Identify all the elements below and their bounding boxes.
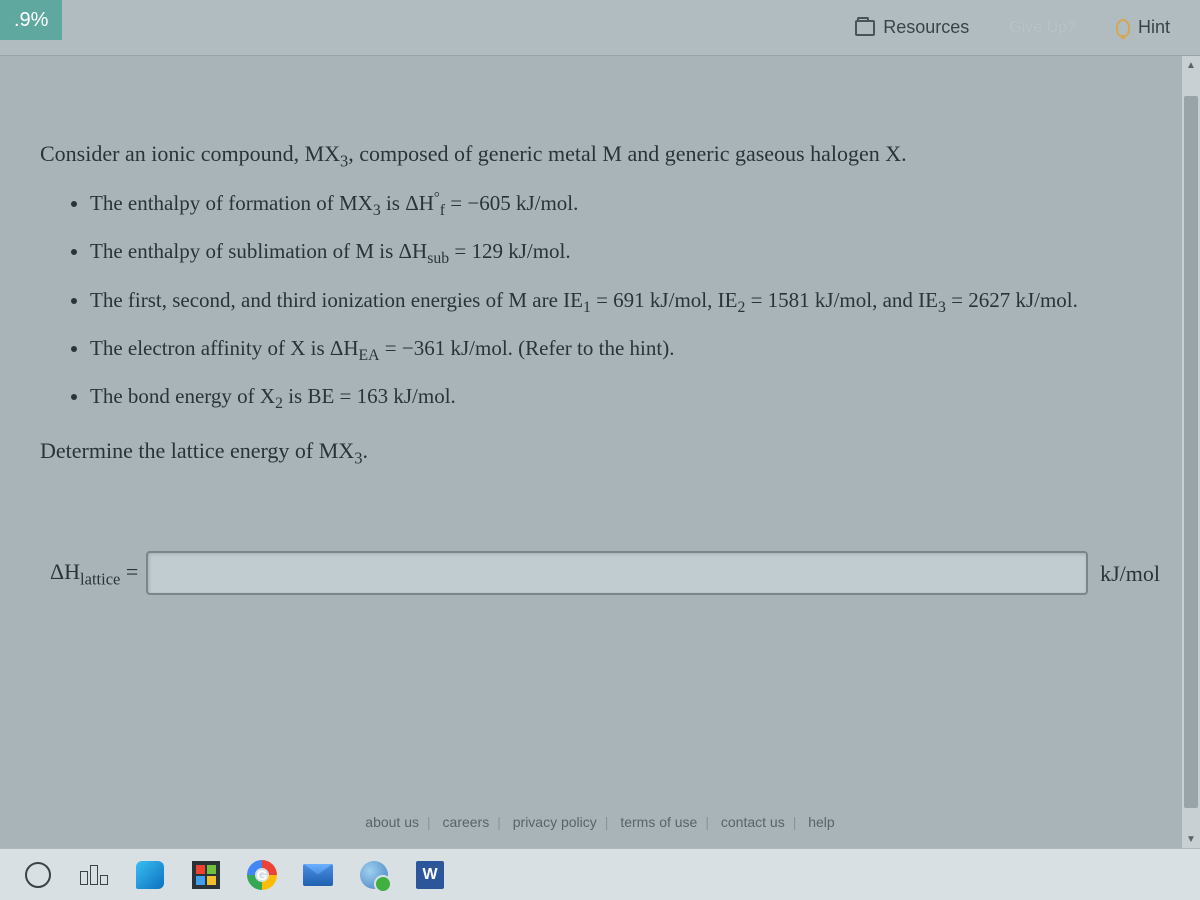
scroll-down-icon[interactable]: ▼ [1182,830,1200,848]
footer-terms[interactable]: terms of use [616,814,701,830]
resources-label: Resources [883,17,969,38]
scroll-thumb[interactable] [1184,96,1198,808]
given-list: The enthalpy of formation of MX3 is ΔH°f… [40,187,1160,417]
hint-button[interactable]: Hint [1116,17,1170,38]
give-up-button[interactable]: Give Up? [1009,19,1076,37]
hint-label: Hint [1138,17,1170,38]
footer-help[interactable]: help [804,814,838,830]
answer-label: ΔHlattice = [50,554,138,593]
folder-icon [855,20,875,36]
edge-icon[interactable] [132,857,168,893]
list-item: The enthalpy of formation of MX3 is ΔH°f… [90,187,1160,223]
list-item: The enthalpy of sublimation of M is ΔHsu… [90,235,1160,271]
problem-content: Consider an ionic compound, MX3, compose… [0,56,1200,615]
list-item: The electron affinity of X is ΔHEA = −36… [90,332,1160,368]
footer-careers[interactable]: careers [439,814,494,830]
chrome-icon[interactable]: G [244,857,280,893]
task-view-icon[interactable] [76,857,112,893]
top-right-controls: Resources Give Up? Hint [855,17,1170,38]
answer-row: ΔHlattice = kJ/mol [40,551,1160,595]
question-text: Determine the lattice energy of MX3. [40,433,1160,472]
footer-links: about us| careers| privacy policy| terms… [0,814,1200,830]
answer-input[interactable] [146,551,1088,595]
answer-unit: kJ/mol [1100,556,1160,591]
footer-contact[interactable]: contact us [717,814,789,830]
footer-about[interactable]: about us [361,814,423,830]
problem-intro: Consider an ionic compound, MX3, compose… [40,136,1160,175]
store-icon[interactable] [188,857,224,893]
list-item: The bond energy of X2 is BE = 163 kJ/mol… [90,380,1160,416]
progress-badge: .9% [0,0,62,40]
list-item: The first, second, and third ionization … [90,284,1160,320]
lightbulb-icon [1116,19,1130,37]
top-bar: .9% Resources Give Up? Hint [0,0,1200,56]
windows-taskbar: G W [0,848,1200,900]
mail-icon[interactable] [300,857,336,893]
resources-button[interactable]: Resources [855,17,969,38]
word-icon[interactable]: W [412,857,448,893]
scroll-up-icon[interactable]: ▲ [1182,56,1200,74]
scrollbar[interactable]: ▲ ▼ [1182,56,1200,848]
cortana-icon[interactable] [20,857,56,893]
footer-privacy[interactable]: privacy policy [509,814,601,830]
globe-icon[interactable] [356,857,392,893]
